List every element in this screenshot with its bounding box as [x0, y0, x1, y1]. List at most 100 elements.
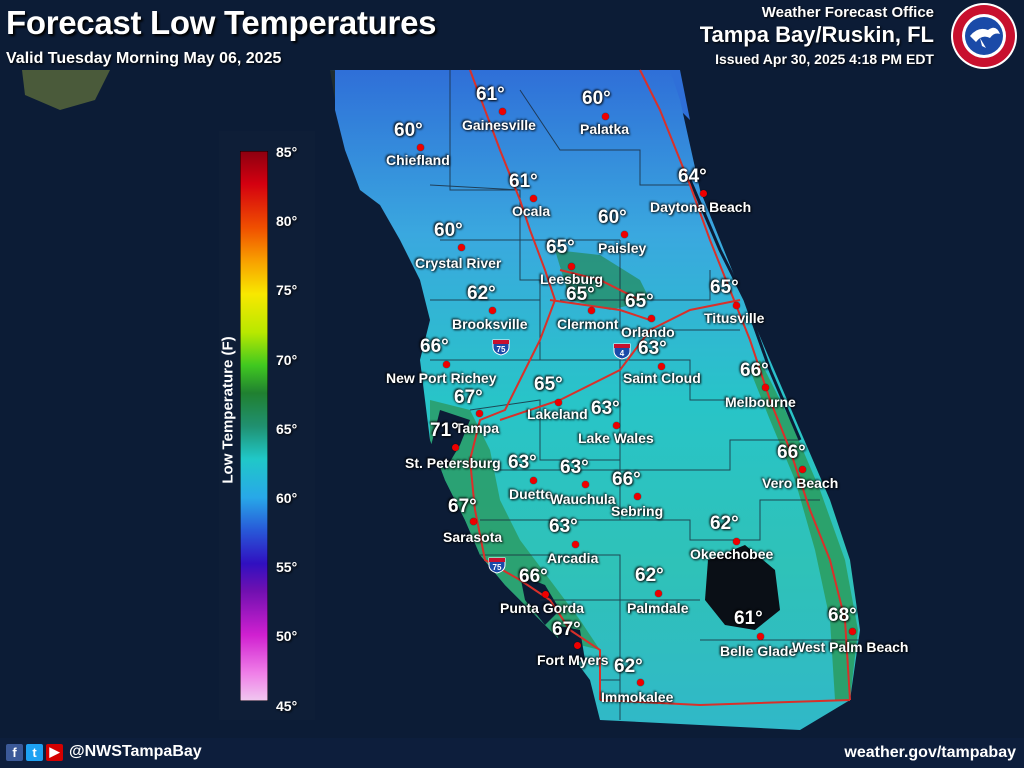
city-name: Immokalee	[601, 689, 674, 705]
city-name: Palatka	[580, 121, 630, 137]
city-marker	[567, 262, 575, 270]
city-temperature: 61°	[476, 84, 505, 105]
issued-time: Issued Apr 30, 2025 4:18 PM EDT	[715, 51, 934, 67]
city-name: Punta Gorda	[500, 600, 585, 616]
shield-label: 75	[497, 345, 506, 354]
city-temperature: 67°	[448, 496, 477, 517]
city-marker	[451, 443, 459, 451]
city-marker	[442, 360, 450, 368]
city-name: St. Petersburg	[405, 455, 501, 471]
city-temperature: 66°	[777, 442, 806, 463]
city-marker	[601, 112, 609, 120]
city-temperature: 67°	[552, 619, 581, 640]
city-temperature: 67°	[454, 387, 483, 408]
city-temperature: 68°	[828, 605, 857, 626]
interstate-shield-icon: 4	[613, 343, 631, 360]
city-temperature: 60°	[394, 120, 423, 141]
office-label: Weather Forecast Office	[761, 4, 934, 21]
city-temperature: 61°	[509, 171, 538, 192]
legend-tick-label: 65°	[276, 420, 298, 437]
city-name: Titusville	[704, 310, 765, 326]
city-marker	[457, 243, 465, 251]
city-name: Paisley	[598, 240, 647, 256]
website-link[interactable]: weather.gov/tampabay	[844, 744, 1016, 761]
city-temperature: 65°	[566, 284, 595, 305]
city-name: Lake Wales	[578, 430, 654, 446]
legend-tick-label: 70°	[276, 351, 298, 368]
city-marker	[469, 517, 477, 525]
city-marker	[612, 421, 620, 429]
city-marker	[732, 301, 740, 309]
city-temperature: 66°	[420, 336, 449, 357]
city-temperature: 65°	[546, 237, 575, 258]
shield-label: 75	[493, 563, 502, 572]
social-links: f t ▶ @NWSTampaBay	[6, 743, 202, 761]
city-name: Clermont	[557, 316, 619, 332]
facebook-icon[interactable]: f	[6, 743, 23, 761]
city-temperature: 66°	[612, 469, 641, 490]
city-marker	[732, 537, 740, 545]
city-marker	[848, 627, 856, 635]
city-name: Leesburg	[540, 271, 604, 287]
city-temperature: 65°	[625, 291, 654, 312]
city-temperature: 60°	[434, 220, 463, 241]
city-name: Daytona Beach	[650, 199, 752, 215]
city-marker	[541, 590, 549, 598]
city-name: Tampa	[455, 420, 500, 436]
city-marker	[488, 306, 496, 314]
city-marker	[587, 306, 595, 314]
youtube-icon[interactable]: ▶	[46, 743, 63, 761]
city-name: Wauchula	[550, 491, 616, 507]
city-marker	[654, 589, 662, 597]
city-name: Gainesville	[462, 117, 536, 133]
city-name: Vero Beach	[762, 475, 839, 491]
city-temperature: 66°	[519, 566, 548, 587]
city-name: West Palm Beach	[792, 639, 909, 655]
city-marker	[498, 107, 506, 115]
city-marker	[573, 641, 581, 649]
city-name: Sarasota	[443, 529, 503, 545]
city-temperature: 63°	[508, 452, 537, 473]
twitter-icon[interactable]: t	[26, 743, 43, 761]
city-name: Saint Cloud	[623, 370, 701, 386]
interstate-shield-icon: 75	[488, 557, 506, 574]
city-name: Brooksville	[452, 316, 528, 332]
city-temperature: 64°	[678, 166, 707, 187]
city-marker	[571, 540, 579, 548]
city-temperature: 63°	[560, 457, 589, 478]
legend-tick-label: 75°	[276, 282, 298, 299]
city-name: Crystal River	[415, 255, 502, 271]
city-marker	[647, 314, 655, 322]
nws-logo-icon	[951, 3, 1017, 69]
office-name: Tampa Bay/Ruskin, FL	[699, 22, 934, 47]
city-temperature: 63°	[591, 398, 620, 419]
city-temperature: 62°	[614, 656, 643, 677]
city-name: Fort Myers	[537, 652, 609, 668]
city-temperature: 62°	[710, 513, 739, 534]
city-marker	[798, 465, 806, 473]
city-marker	[416, 143, 424, 151]
social-handle[interactable]: @NWSTampaBay	[69, 743, 202, 760]
shield-label: 4	[620, 349, 625, 358]
footer-bar: f t ▶ @NWSTampaBay weather.gov/tampabay	[0, 738, 1024, 768]
map-title: Forecast Low Temperatures	[6, 4, 437, 41]
city-name: Orlando	[621, 324, 675, 340]
city-temperature: 66°	[740, 360, 769, 381]
city-name: Sebring	[611, 503, 664, 519]
city-marker	[529, 476, 537, 484]
city-marker	[633, 492, 641, 500]
legend-tick-label: 45°	[276, 697, 298, 714]
city-temperature: 63°	[549, 516, 578, 537]
city-name: New Port Richey	[386, 370, 497, 386]
city-name: Palmdale	[627, 600, 689, 616]
legend-tick-label: 85°	[276, 144, 298, 160]
city-temperature: 62°	[635, 565, 664, 586]
city-temperature: 62°	[467, 283, 496, 304]
city-marker	[761, 383, 769, 391]
city-name: Belle Glade	[720, 643, 797, 659]
city-temperature: 63°	[638, 338, 667, 359]
city-temperature: 65°	[534, 374, 563, 395]
city-temperature: 60°	[582, 88, 611, 109]
